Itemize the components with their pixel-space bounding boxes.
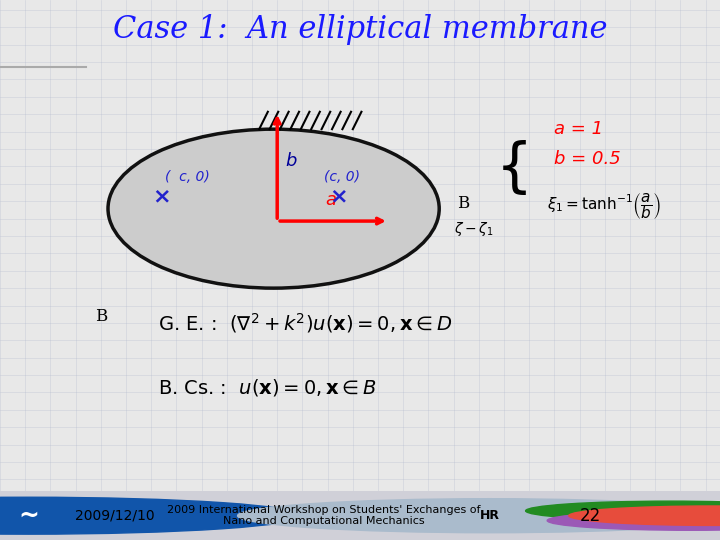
Text: ×: × xyxy=(329,186,348,206)
Text: a: a xyxy=(325,191,337,208)
Text: $\zeta - \zeta_1$: $\zeta - \zeta_1$ xyxy=(454,220,493,238)
Text: HR: HR xyxy=(480,509,500,522)
Text: a = 1: a = 1 xyxy=(554,120,603,138)
Circle shape xyxy=(526,501,720,521)
Circle shape xyxy=(0,497,302,534)
Text: {: { xyxy=(495,140,533,198)
Text: G. E. :  $(\nabla^2 + k^2)u(\mathbf{x}) = 0, \mathbf{x} \in D$: G. E. : $(\nabla^2 + k^2)u(\mathbf{x}) =… xyxy=(158,311,453,335)
Circle shape xyxy=(569,506,720,525)
Text: (  c, 0): ( c, 0) xyxy=(165,170,210,184)
Text: (c, 0): (c, 0) xyxy=(324,170,360,184)
Text: Case 1:  An elliptical membrane: Case 1: An elliptical membrane xyxy=(113,14,607,45)
Ellipse shape xyxy=(108,129,439,288)
Circle shape xyxy=(547,511,720,530)
Text: ×: × xyxy=(153,186,171,206)
Circle shape xyxy=(238,499,720,532)
Text: 22: 22 xyxy=(580,507,601,525)
Text: 2009/12/10: 2009/12/10 xyxy=(76,509,155,523)
Text: ~: ~ xyxy=(19,504,39,528)
Text: B. Cs. :  $u(\mathbf{x}) = 0, \mathbf{x} \in B$: B. Cs. : $u(\mathbf{x}) = 0, \mathbf{x} … xyxy=(158,377,377,398)
Text: 2009 International Workshop on Students' Exchanges of
Nano and Computational Mec: 2009 International Workshop on Students'… xyxy=(167,505,481,526)
Text: b = 0.5: b = 0.5 xyxy=(554,150,621,168)
Text: $\xi_1 = \tanh^{-1}\!\left(\dfrac{a}{b}\right)$: $\xi_1 = \tanh^{-1}\!\left(\dfrac{a}{b}\… xyxy=(547,191,661,221)
Text: B: B xyxy=(94,308,107,325)
Text: B: B xyxy=(457,195,469,212)
Text: b: b xyxy=(286,152,297,171)
